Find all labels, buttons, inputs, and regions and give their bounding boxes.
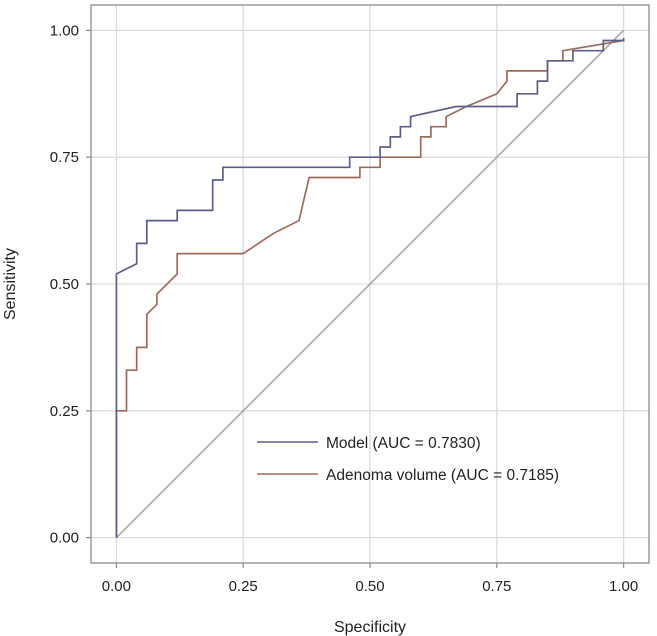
x-tick-label: 0.50 [355,578,384,595]
x-tick-label: 0.25 [229,578,258,595]
x-tick-label: 1.00 [609,578,638,595]
legend: Model (AUC = 0.7830) Adenoma volume (AUC… [257,435,559,484]
legend-label-adenoma-volume: Adenoma volume (AUC = 0.7185) [326,467,559,484]
x-tick-label: 0.75 [482,578,511,595]
y-tick-label: 0.00 [50,530,79,547]
x-tick-label: 0.00 [102,578,131,595]
series-line-model [115,38,625,538]
y-tick-label: 1.00 [50,22,79,39]
y-tick-label: 0.75 [50,149,79,166]
series-lines [115,38,625,538]
y-axis-title: Sensitivity [2,248,19,320]
legend-label-model: Model (AUC = 0.7830) [326,435,481,452]
y-tick-label: 0.25 [50,403,79,420]
y-tick-label: 0.50 [50,276,79,293]
y-axis-ticks: 0.00 0.25 0.50 0.75 1.00 [50,22,91,547]
series-line-adenoma-volume [115,39,624,538]
x-axis-title: Specificity [334,619,406,636]
reference-diagonal-line [115,29,625,539]
reference-line-group [115,29,625,539]
x-axis-ticks: 0.00 0.25 0.50 0.75 1.00 [102,563,638,595]
